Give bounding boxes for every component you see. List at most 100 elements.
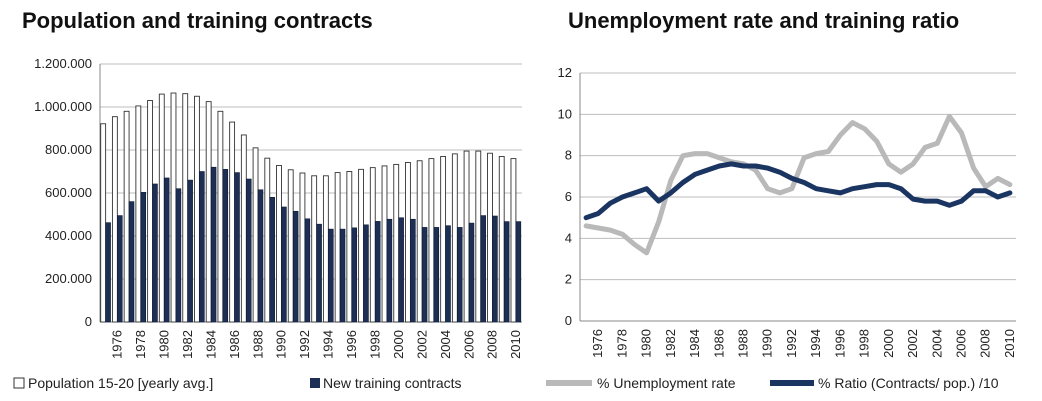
- line-chart-x-tick-label: 1988: [736, 329, 751, 358]
- population-bar: [100, 123, 107, 323]
- bar-chart-x-tick-label: 2002: [414, 330, 429, 359]
- training-contracts-bar: [410, 218, 416, 323]
- population-bar: [252, 147, 259, 323]
- training-contracts-bar: [199, 171, 205, 323]
- population-bar: [264, 157, 271, 323]
- population-bar: [358, 168, 364, 323]
- line-chart-x-tick-label: 1984: [687, 329, 702, 358]
- bar-chart-x-tick-label: 1984: [203, 330, 218, 359]
- bar-chart-y-tick-label: 400.000: [45, 228, 92, 243]
- line-chart-x-tick-label: 1982: [663, 329, 678, 358]
- population-bar: [346, 171, 353, 323]
- population-bar: [135, 105, 142, 323]
- population-bar: [405, 162, 411, 323]
- bar-chart-x-tick-label: 1990: [274, 330, 289, 359]
- training-contracts-bar: [210, 166, 217, 323]
- left-chart-title: Population and training contracts: [22, 8, 373, 33]
- legend-population-swatch: [13, 377, 25, 389]
- bar-chart-y-tick-label: 600.000: [45, 185, 92, 200]
- right-chart-title: Unemployment rate and training ratio: [568, 8, 960, 33]
- population-bar: [158, 93, 165, 323]
- line-chart-x-tick-label: 1992: [784, 329, 799, 358]
- line-chart-x-tick-label: 2006: [954, 329, 969, 358]
- training-contracts-bar: [117, 215, 123, 323]
- line-chart-y-tick-label: 8: [565, 148, 572, 163]
- training-ratio-line: [583, 161, 1013, 221]
- bar-chart-x-tick-label: 2010: [508, 330, 523, 359]
- line-chart-x-tick-label: 1998: [857, 329, 872, 358]
- training-contracts-bar: [374, 221, 381, 323]
- bar-chart-y-tick-label: 1.000.000: [34, 99, 92, 114]
- population-bar: [510, 158, 517, 323]
- population-bar: [498, 155, 505, 323]
- population-bar: [440, 155, 447, 323]
- unemployment-rate-line: [583, 113, 1013, 256]
- line-chart-x-tick-label: 2000: [881, 329, 896, 358]
- legend-training-ratio-label: % Ratio (Contracts/ pop.) /10: [818, 375, 999, 391]
- training-contracts-bar: [187, 179, 193, 323]
- training-contracts-bar: [328, 228, 334, 323]
- legend-population-label: Population 15-20 [yearly avg.]: [28, 375, 213, 391]
- bar-chart-x-tick-label: 2000: [391, 330, 406, 359]
- population-bar: [123, 110, 130, 323]
- line-chart-x-tick-label: 1978: [614, 329, 629, 358]
- population-bar: [182, 93, 189, 323]
- training-contracts-bar: [163, 177, 170, 323]
- training-contracts-bar: [316, 223, 322, 323]
- training-contracts-bar: [245, 178, 252, 323]
- training-contracts-bar: [386, 218, 393, 323]
- population-bar: [393, 163, 400, 323]
- legend-training-contracts-label: New training contracts: [323, 375, 462, 391]
- line-chart-y-tick-label: 6: [565, 189, 572, 204]
- bar-chart-y-tick-label: 200.000: [45, 271, 92, 286]
- legend-training-contracts-swatch: [310, 378, 320, 388]
- population-bar: [111, 116, 118, 323]
- training-contracts-bar: [257, 189, 264, 323]
- training-contracts-bar: [363, 224, 369, 323]
- population-bar: [276, 165, 282, 323]
- training-contracts-bar: [128, 201, 135, 323]
- population-bar: [147, 100, 153, 323]
- bar-chart-x-tick-label: 1980: [156, 330, 171, 359]
- bar-chart-x-tick-label: 1988: [250, 330, 265, 359]
- population-bar: [451, 153, 458, 323]
- training-contracts-bar: [234, 172, 240, 323]
- training-contracts-bar: [152, 183, 158, 323]
- bar-chart-x-tick-label: 2008: [485, 330, 500, 359]
- training-contracts-bar: [175, 188, 182, 323]
- population-bar: [229, 121, 236, 323]
- training-contracts-bar: [480, 215, 486, 323]
- line-chart-y-tick-label: 2: [565, 272, 572, 287]
- training-contracts-bar: [269, 197, 275, 323]
- line-chart-y-tick-label: 12: [558, 65, 572, 80]
- bar-chart-y-tick-label: 1.200.000: [34, 56, 92, 71]
- training-contracts-bar: [351, 227, 358, 323]
- line-chart-x-tick-label: 1996: [832, 329, 847, 358]
- population-bar: [311, 175, 318, 323]
- bar-chart-y-tick-label: 800.000: [45, 142, 92, 157]
- population-bar: [194, 95, 200, 323]
- line-chart-x-tick-label: 2010: [1002, 329, 1017, 358]
- line-chart-y-tick-label: 0: [565, 313, 572, 328]
- line-chart-x-tick-label: 2004: [929, 329, 944, 358]
- line-chart-x-tick-label: 1990: [760, 329, 775, 358]
- training-contracts-bar: [456, 227, 463, 323]
- training-contracts-bar: [445, 225, 451, 323]
- training-contracts-bar: [492, 215, 498, 323]
- training-contracts-bar: [421, 227, 428, 323]
- training-contracts-bar: [339, 228, 346, 323]
- training-contracts-bar: [140, 192, 147, 323]
- training-contracts-bar: [503, 221, 510, 323]
- population-bar: [416, 160, 423, 323]
- training-contracts-bar: [222, 169, 229, 323]
- population-bar: [170, 92, 177, 323]
- training-contracts-bar: [304, 218, 311, 323]
- training-contracts-bar: [105, 222, 111, 323]
- legend-unemployment-label: % Unemployment rate: [597, 375, 736, 391]
- line-chart-x-tick-label: 1980: [639, 329, 654, 358]
- population-bar: [217, 110, 224, 323]
- bar-chart-x-tick-label: 2006: [461, 330, 476, 359]
- population-bar: [287, 169, 294, 323]
